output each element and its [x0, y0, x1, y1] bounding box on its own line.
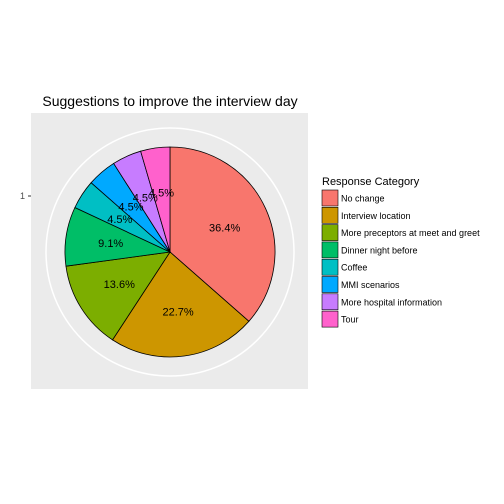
pie-slice-labels: 36.4%22.7%13.6%9.1%4.5%4.5%4.5%4.5%	[98, 188, 240, 319]
legend-title: Response Category	[322, 176, 420, 188]
legend-key	[321, 310, 339, 328]
slice-data-label: 9.1%	[98, 238, 123, 250]
legend-key	[321, 293, 339, 311]
slice-data-label: 4.5%	[149, 188, 174, 200]
slice-data-label: 4.5%	[133, 192, 158, 204]
legend-label: Interview location	[341, 211, 411, 221]
legend-key	[321, 258, 339, 276]
slice-data-label: 13.6%	[104, 279, 135, 291]
legend-key	[321, 276, 339, 293]
pie-slice	[111, 251, 250, 358]
slice-data-label: 22.7%	[162, 306, 193, 318]
legend-key	[321, 241, 339, 259]
legend-label: More hospital information	[341, 297, 442, 307]
pie-slice	[65, 251, 171, 341]
pie-slice	[169, 146, 276, 322]
legend-key	[321, 189, 339, 207]
slice-data-label: 36.4%	[209, 222, 240, 234]
legend-label: More preceptors at meet and greet	[341, 228, 480, 238]
polar-grid-ring	[45, 127, 295, 377]
legend-label: Coffee	[341, 263, 367, 273]
slice-data-label: 4.5%	[107, 214, 132, 226]
legend-key	[321, 224, 339, 241]
legend-label: Dinner night before	[341, 245, 418, 255]
y-tick-label: 1	[20, 191, 25, 201]
pie-slice	[140, 146, 171, 253]
legend-key	[321, 207, 339, 224]
pie-slices	[64, 146, 276, 358]
chart-title: Suggestions to improve the interview day	[42, 93, 297, 109]
legend-label: Tour	[341, 315, 359, 325]
slice-data-label: 4.5%	[118, 201, 143, 213]
legend-label: No change	[341, 194, 385, 204]
legend: No change Interview location More precepto…	[321, 189, 480, 328]
legend-label: MMI scenarios	[341, 280, 400, 290]
